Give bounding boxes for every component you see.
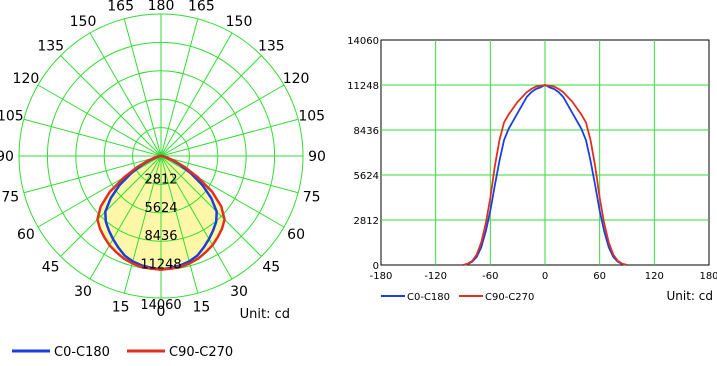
polar-angle-label-left: 60 xyxy=(17,227,35,243)
polar-angle-label-left: 75 xyxy=(1,189,19,205)
line-series-1 xyxy=(462,84,628,266)
polar-angle-label-left: 15 xyxy=(112,300,130,316)
polar-angle-label-right: 150 xyxy=(226,14,253,30)
polar-angle-label-left: 45 xyxy=(42,259,60,275)
polar-angle-label: 0 xyxy=(157,304,166,320)
line-y-tick: 8436 xyxy=(354,126,379,137)
polar-angle-label-right: 30 xyxy=(230,284,248,300)
line-legend-label: C90-C270 xyxy=(485,292,534,303)
line-x-tick: -120 xyxy=(424,271,447,282)
line-unit-label: Unit: cd xyxy=(667,289,714,303)
line-x-tick: 120 xyxy=(645,271,664,282)
line-y-tick: 5624 xyxy=(354,171,379,182)
polar-angle-label-left: 90 xyxy=(0,149,14,165)
polar-angle-label-left: 120 xyxy=(13,71,40,87)
polar-angle-label-left: 105 xyxy=(0,109,24,125)
line-y-tick: 14060 xyxy=(347,36,379,47)
line-x-tick: 60 xyxy=(593,271,606,282)
polar-legend-label: C90-C270 xyxy=(169,345,233,360)
polar-radial-label: 2812 xyxy=(144,172,177,187)
polar-radial-label: 11248 xyxy=(140,258,181,273)
polar-angle-label: 180 xyxy=(148,0,175,14)
polar-angle-label-right: 75 xyxy=(303,189,321,205)
line-x-tick: 180 xyxy=(699,271,717,282)
polar-legend-label: C0-C180 xyxy=(54,345,110,360)
line-x-tick: 0 xyxy=(542,271,548,282)
line-x-tick: -180 xyxy=(370,271,393,282)
polar-angle-label-left: 150 xyxy=(70,14,97,30)
polar-angle-label-right: 60 xyxy=(287,227,305,243)
polar-angle-label-left: 135 xyxy=(37,39,64,55)
polar-angle-label-left: 165 xyxy=(107,0,134,14)
polar-radial-label: 14060 xyxy=(140,298,181,313)
polar-angle-label-right: 165 xyxy=(188,0,215,14)
line-y-tick: 2812 xyxy=(354,216,379,227)
polar-radial-label: 5624 xyxy=(144,201,177,216)
polar-angle-label-right: 105 xyxy=(298,109,325,125)
line-y-tick: 0 xyxy=(373,261,379,272)
polar-angle-label-right: 45 xyxy=(262,259,280,275)
line-x-tick: -60 xyxy=(482,271,498,282)
polar-angle-label-right: 90 xyxy=(308,149,326,165)
polar-series-1 xyxy=(96,154,226,271)
polar-unit-label: Unit: cd xyxy=(240,307,290,322)
polar-angle-label-left: 30 xyxy=(74,284,92,300)
polar-radial-label: 8436 xyxy=(144,229,177,244)
polar-angle-label-right: 15 xyxy=(192,300,210,316)
line-y-tick: 11248 xyxy=(347,81,379,92)
polar-angle-label-right: 120 xyxy=(283,71,310,87)
line-legend-label: C0-C180 xyxy=(407,292,450,303)
polar-angle-label-right: 135 xyxy=(258,39,285,55)
